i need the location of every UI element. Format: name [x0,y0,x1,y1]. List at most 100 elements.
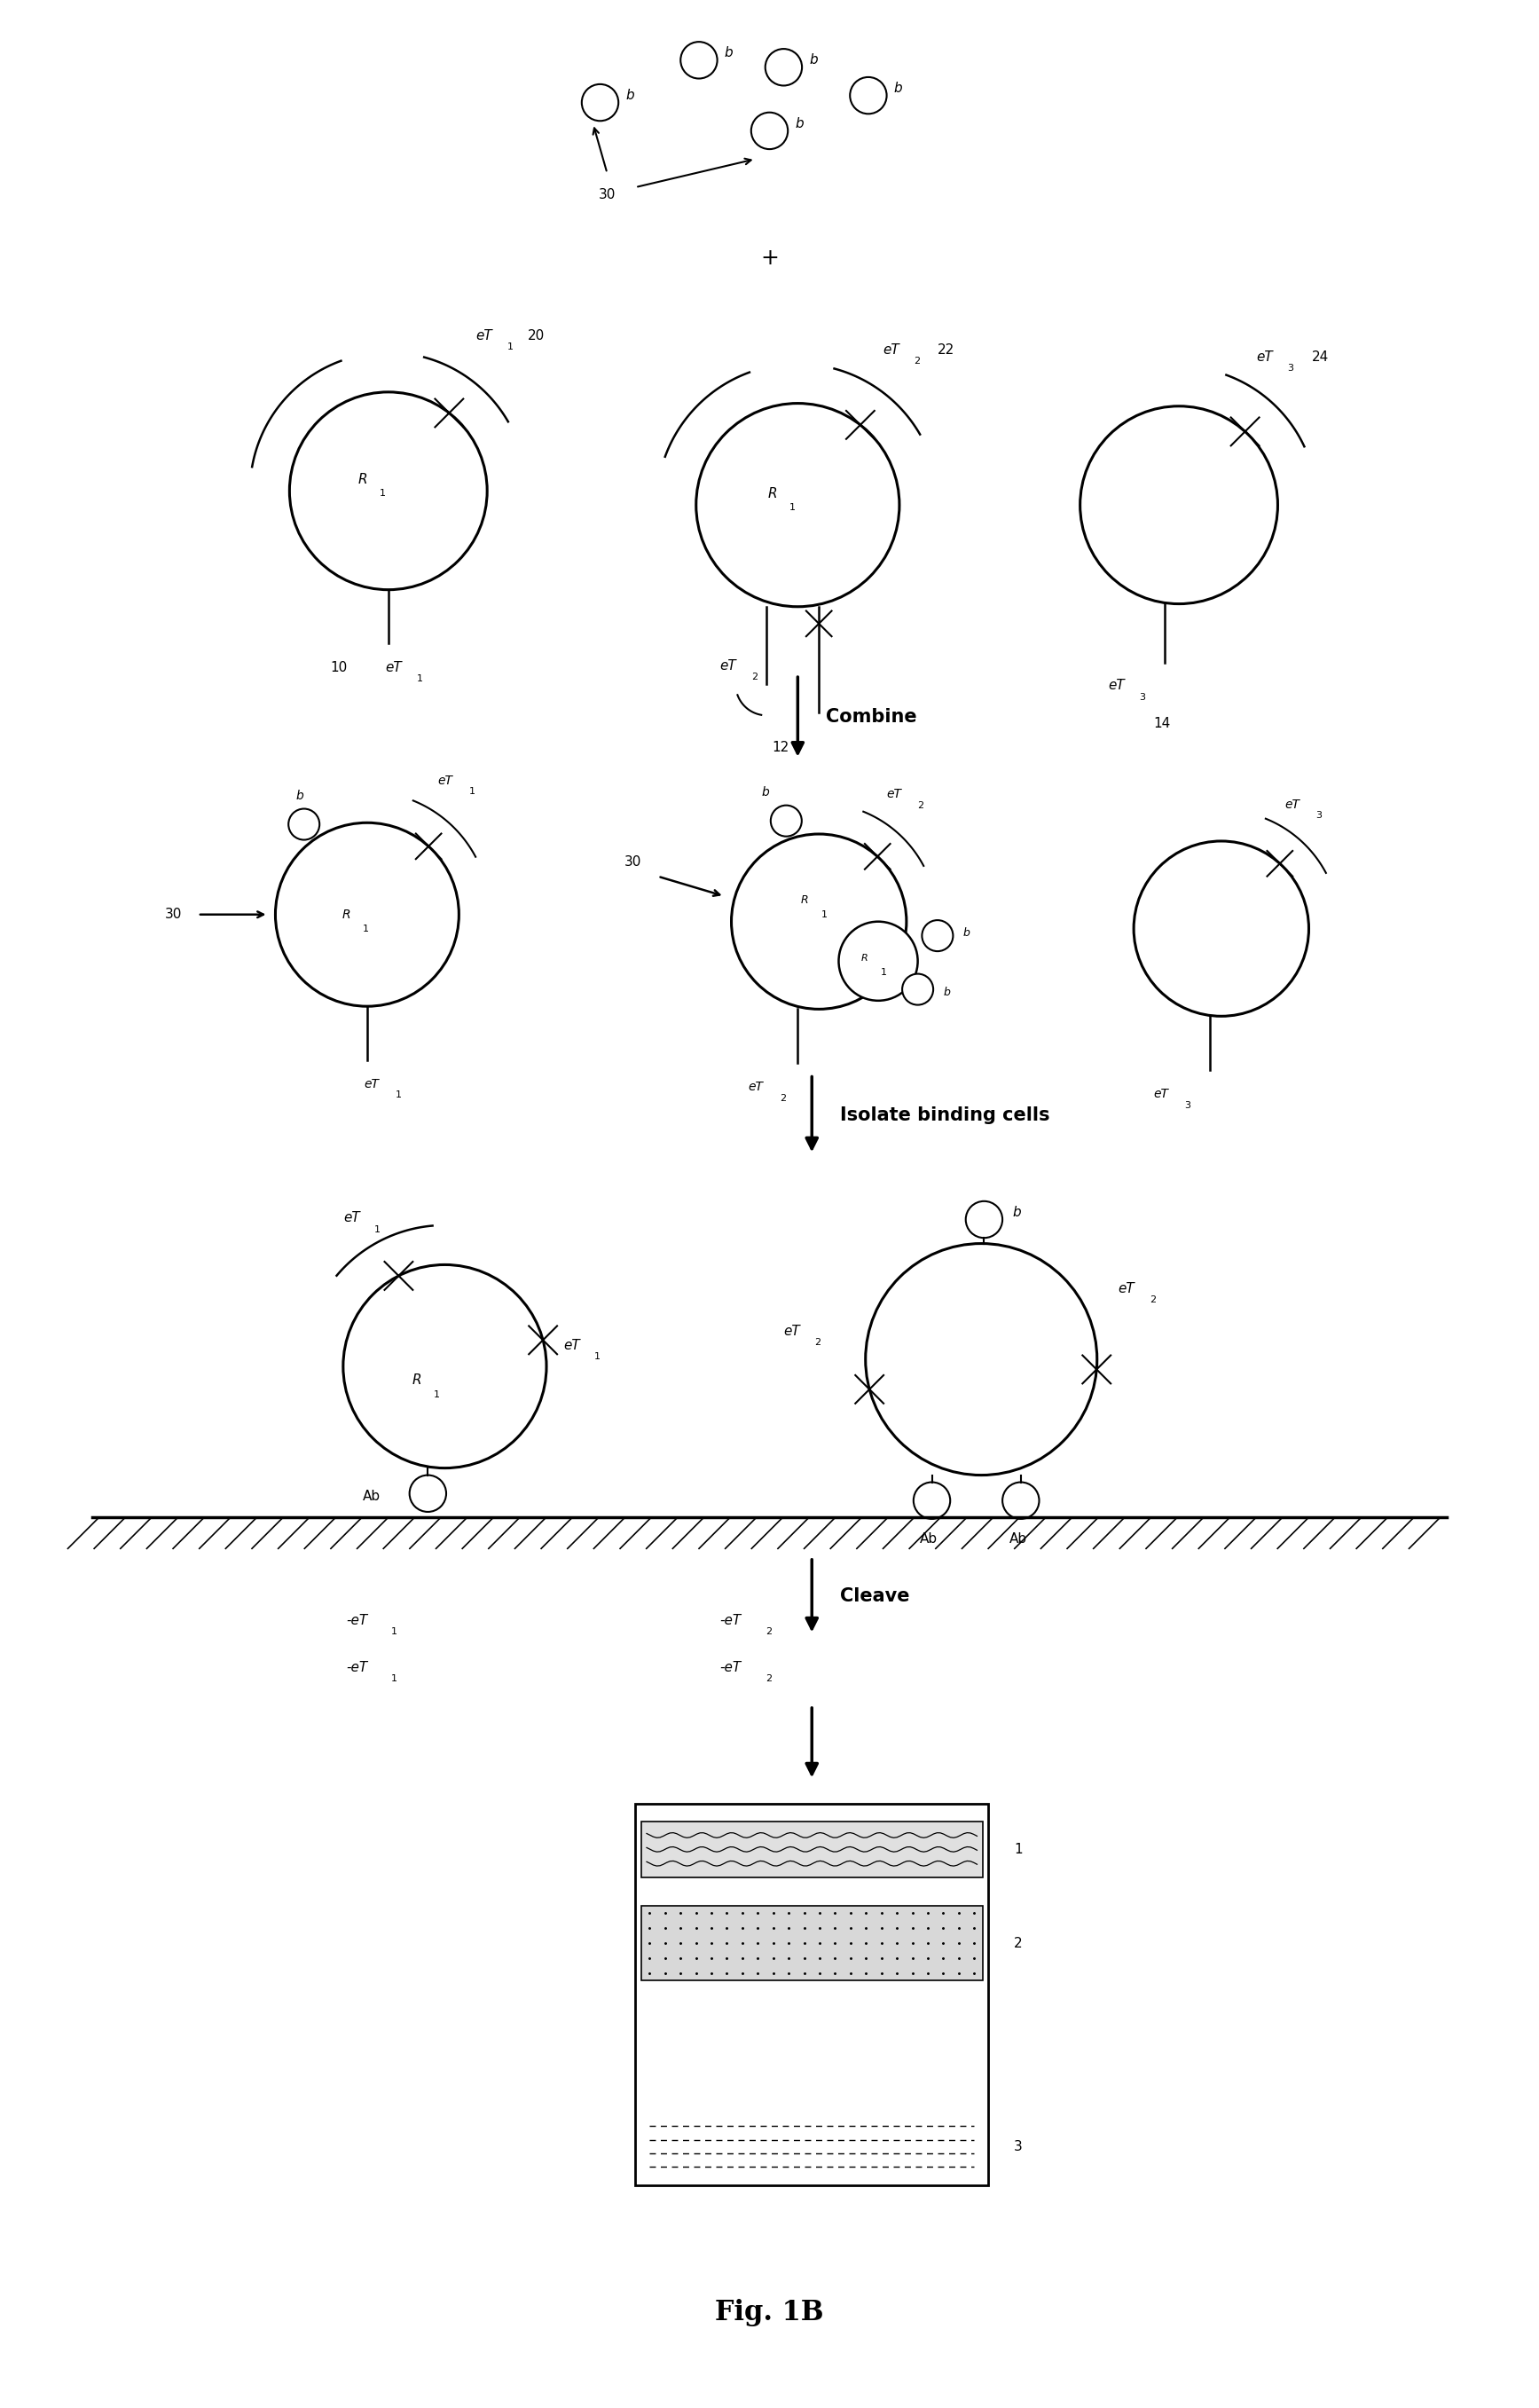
Text: eT: eT [343,1211,360,1226]
Text: b: b [963,927,970,939]
Text: 3: 3 [1014,2141,1022,2153]
Text: eT: eT [385,660,402,674]
Text: 12: 12 [773,742,790,754]
Text: b: b [725,46,733,60]
Text: 1: 1 [594,1351,600,1361]
Text: 3: 3 [1288,364,1294,373]
Circle shape [731,833,906,1009]
Text: 20: 20 [528,330,545,342]
Circle shape [771,804,802,836]
Text: Isolate binding cells: Isolate binding cells [840,1105,1050,1125]
Text: 1: 1 [380,489,386,498]
Text: -eT: -eT [720,1662,742,1674]
Circle shape [966,1202,1002,1238]
Text: 1: 1 [790,503,796,513]
Text: 1: 1 [880,968,886,978]
Text: 1: 1 [506,342,512,352]
Text: 1: 1 [363,925,369,932]
Text: Fig. 1B: Fig. 1B [716,2300,823,2326]
Text: 1: 1 [417,674,423,684]
Text: eT: eT [882,342,899,356]
Text: R: R [768,486,777,501]
Text: b: b [943,987,950,997]
Circle shape [850,77,886,113]
Text: 2: 2 [779,1093,786,1103]
Text: +: + [760,248,779,270]
Text: 22: 22 [937,342,954,356]
Text: 24: 24 [1311,349,1328,364]
Circle shape [751,113,788,149]
Text: 3: 3 [1316,811,1322,821]
Text: b: b [810,53,817,67]
Text: 1: 1 [391,1628,397,1637]
Circle shape [275,824,459,1007]
Text: 1: 1 [391,1674,397,1683]
Text: eT: eT [720,660,737,672]
Text: R: R [412,1375,422,1387]
Text: 1: 1 [396,1091,402,1100]
Text: Ab: Ab [920,1531,937,1546]
Bar [642,1820,983,1878]
Text: Cleave: Cleave [840,1587,910,1606]
Circle shape [343,1264,546,1469]
Text: 10: 10 [331,660,348,674]
Text: b: b [625,89,634,101]
Circle shape [765,48,802,87]
Text: 2: 2 [1014,1936,1022,1950]
Text: eT: eT [476,330,492,342]
Text: R: R [359,472,368,486]
Circle shape [922,920,953,951]
Circle shape [839,922,917,1002]
Text: 2: 2 [765,1628,771,1637]
Text: eT: eT [563,1339,580,1351]
Text: -eT: -eT [346,1613,368,1628]
Text: 2: 2 [917,802,923,809]
Text: b: b [762,787,770,799]
Text: eT: eT [1256,349,1273,364]
Circle shape [1134,840,1308,1016]
Text: 3: 3 [1185,1100,1191,1110]
Text: b: b [796,118,803,130]
Text: Combine: Combine [826,708,917,725]
Circle shape [288,809,320,840]
Text: eT: eT [437,773,452,787]
Bar [642,1905,983,1982]
Text: eT: eT [886,787,902,802]
Text: 2: 2 [914,356,920,366]
Text: 1: 1 [469,787,476,797]
Text: Ab: Ab [1010,1531,1027,1546]
Text: eT: eT [783,1324,800,1339]
Text: Ab: Ab [363,1491,380,1503]
Text: b: b [1013,1206,1020,1218]
Text: R: R [342,908,351,920]
Text: 30: 30 [599,188,616,200]
Circle shape [865,1243,1097,1476]
Text: 30: 30 [165,908,182,922]
Text: eT: eT [365,1079,380,1091]
Text: b: b [894,82,902,94]
Text: eT: eT [1119,1281,1134,1296]
Text: 14: 14 [1153,718,1171,730]
Text: 2: 2 [814,1339,820,1346]
Text: 1: 1 [374,1226,380,1233]
Circle shape [289,393,488,590]
Text: 30: 30 [623,855,642,869]
Circle shape [902,973,933,1004]
Text: 3: 3 [1139,694,1145,701]
Circle shape [696,402,899,607]
Text: b: b [295,790,303,802]
Text: 1: 1 [432,1389,440,1399]
Text: R: R [860,954,868,963]
Text: 2: 2 [751,672,757,681]
Bar [636,1804,988,2186]
Circle shape [1002,1483,1039,1519]
Text: eT: eT [748,1081,763,1093]
Text: eT: eT [1285,797,1300,811]
Text: R: R [800,896,808,905]
Text: -eT: -eT [346,1662,368,1674]
Text: eT: eT [1154,1088,1168,1100]
Text: 1: 1 [1014,1842,1022,1857]
Circle shape [1080,407,1277,604]
Text: 2: 2 [1150,1296,1156,1305]
Text: 1: 1 [822,910,828,920]
